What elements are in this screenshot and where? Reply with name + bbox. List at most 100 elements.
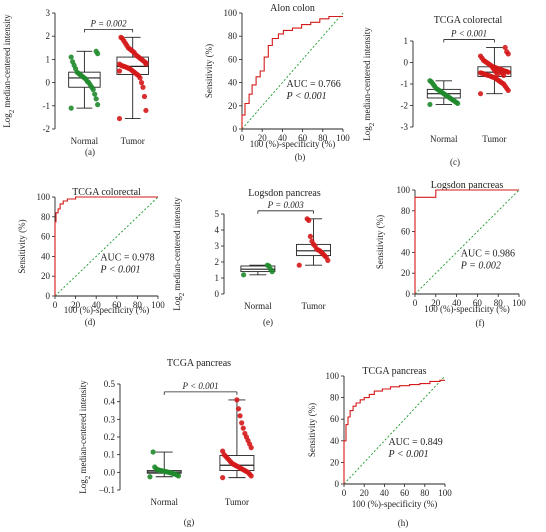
y-tick-label: 100 (224, 8, 238, 18)
x-category-label: Normal (150, 497, 178, 507)
y-label-text: Log (78, 479, 88, 494)
panel-label: (f) (476, 318, 485, 328)
tumor-point (504, 49, 510, 55)
x-category-label: Tumor (301, 301, 325, 311)
x-tick-label: 20 (360, 488, 370, 498)
chart-title: TCGA colorectal (72, 187, 141, 198)
y-tick-label: -2 (401, 101, 409, 111)
y-axis-label: Log2 median-centered intensity (172, 197, 186, 311)
chart-title: Logsdon pancreas (431, 180, 504, 191)
normal-point (241, 272, 247, 278)
y-axis-label: Log2 median-centered intensity (362, 27, 376, 141)
p-value-annotation: P = 0.002 (460, 261, 501, 272)
y-tick-label: 0 (215, 289, 220, 299)
y-tick-label: 2 (215, 257, 220, 267)
x-category-label: Normal (430, 134, 458, 144)
tumor-point (138, 80, 145, 86)
tumor-point (235, 406, 242, 412)
auc-annotation: AUC = 0.766 (286, 79, 340, 90)
x-axis-label: 100 (%)-specificity (%) (424, 304, 509, 314)
y-tick-label: 20 (41, 271, 51, 281)
x-tick-label: 80 (494, 298, 504, 308)
x-tick-label: 40 (92, 300, 102, 310)
x-tick-label: 40 (278, 133, 288, 143)
tumor-point (477, 70, 484, 76)
y-tick-label: -1 (401, 79, 409, 89)
tumor-point (307, 233, 313, 239)
y-tick-label: 0.2 (104, 432, 115, 442)
normal-point (93, 48, 99, 54)
y-tick-label: 80 (41, 212, 51, 222)
x-tick-label: 20 (431, 298, 441, 308)
normal-point (264, 262, 270, 268)
y-tick-label: 60 (228, 54, 238, 64)
reference-diagonal (54, 196, 159, 297)
y-label-sub: 2 (8, 109, 16, 113)
x-tick-label: 80 (318, 133, 328, 143)
tumor-point (296, 262, 302, 268)
y-label-text: Log (2, 113, 12, 128)
tumor-point (116, 68, 123, 74)
y-label-text: Log (362, 126, 372, 141)
x-tick-label: 0 (53, 300, 58, 310)
panel-label: (b) (295, 152, 306, 162)
x-tick-label: 60 (298, 133, 308, 143)
tumor-point (220, 448, 226, 454)
y-tick-label: 80 (330, 393, 340, 403)
y-tick-label: -2 (43, 124, 51, 134)
tumor-point (477, 53, 484, 59)
y-tick-label: 80 (228, 31, 238, 41)
tumor-point (477, 91, 484, 97)
x-axis-label: 100 (%)-specificity (%) (250, 139, 335, 149)
x-category-label: Tumor (121, 136, 145, 146)
normal-point (147, 474, 153, 480)
tumor-point (143, 107, 149, 114)
y-axis-label: Sensitivity (%) (17, 219, 27, 273)
chart-title: TCGA pancreas (362, 366, 426, 377)
auc-annotation: AUC = 0.978 (100, 252, 154, 263)
y-tick-label: 0.5 (104, 379, 116, 389)
auc-annotation: AUC = 0.986 (461, 249, 515, 260)
y-axis-label: Log2 median-centered intensity (2, 14, 16, 128)
x-tick-label: 40 (380, 488, 390, 498)
reference-diagonal (241, 12, 344, 130)
normal-point (427, 101, 433, 108)
p-value-annotation: P = 0.003 (267, 200, 305, 210)
normal-point (70, 59, 76, 65)
y-tick-label: 20 (401, 268, 411, 278)
panel-label: (h) (398, 518, 409, 528)
roc-curve (241, 15, 343, 129)
y-tick-label: -1 (43, 101, 51, 111)
y-tick-label: –0.1 (98, 485, 115, 495)
x-axis-label: 100 (%)-specificity (%) (64, 305, 149, 315)
y-tick-label: 0 (233, 124, 238, 134)
y-axis-label: Sensitivity (%) (375, 215, 385, 269)
y-tick-label: -3 (401, 122, 409, 132)
x-tick-label: 100 (336, 133, 350, 143)
y-tick-label: 40 (228, 78, 238, 88)
x-tick-label: 60 (400, 488, 410, 498)
normal-point (427, 78, 433, 84)
x-tick-label: 100 (438, 488, 452, 498)
x-tick-label: 60 (473, 298, 483, 308)
y-label-text: median-centered intensity (2, 14, 12, 110)
chart-title: TCGA pancreas (167, 358, 231, 369)
tumor-point (234, 397, 240, 403)
y-label-text: median-centered intensity (172, 197, 182, 293)
y-tick-label: 0 (404, 58, 409, 68)
y-tick-label: 5 (215, 209, 220, 219)
p-value-annotation: P = 0.002 (89, 18, 127, 28)
y-tick-label: 0.0 (104, 467, 116, 477)
normal-point (68, 105, 74, 111)
y-tick-label: 20 (330, 457, 340, 467)
y-tick-label: 3 (215, 241, 220, 251)
x-tick-label: 0 (413, 298, 418, 308)
x-category-label: Normal (71, 136, 99, 146)
x-tick-label: 80 (420, 488, 430, 498)
y-tick-label: 40 (330, 436, 340, 446)
y-tick-label: 4 (215, 225, 220, 235)
panel-label: (d) (85, 317, 96, 327)
